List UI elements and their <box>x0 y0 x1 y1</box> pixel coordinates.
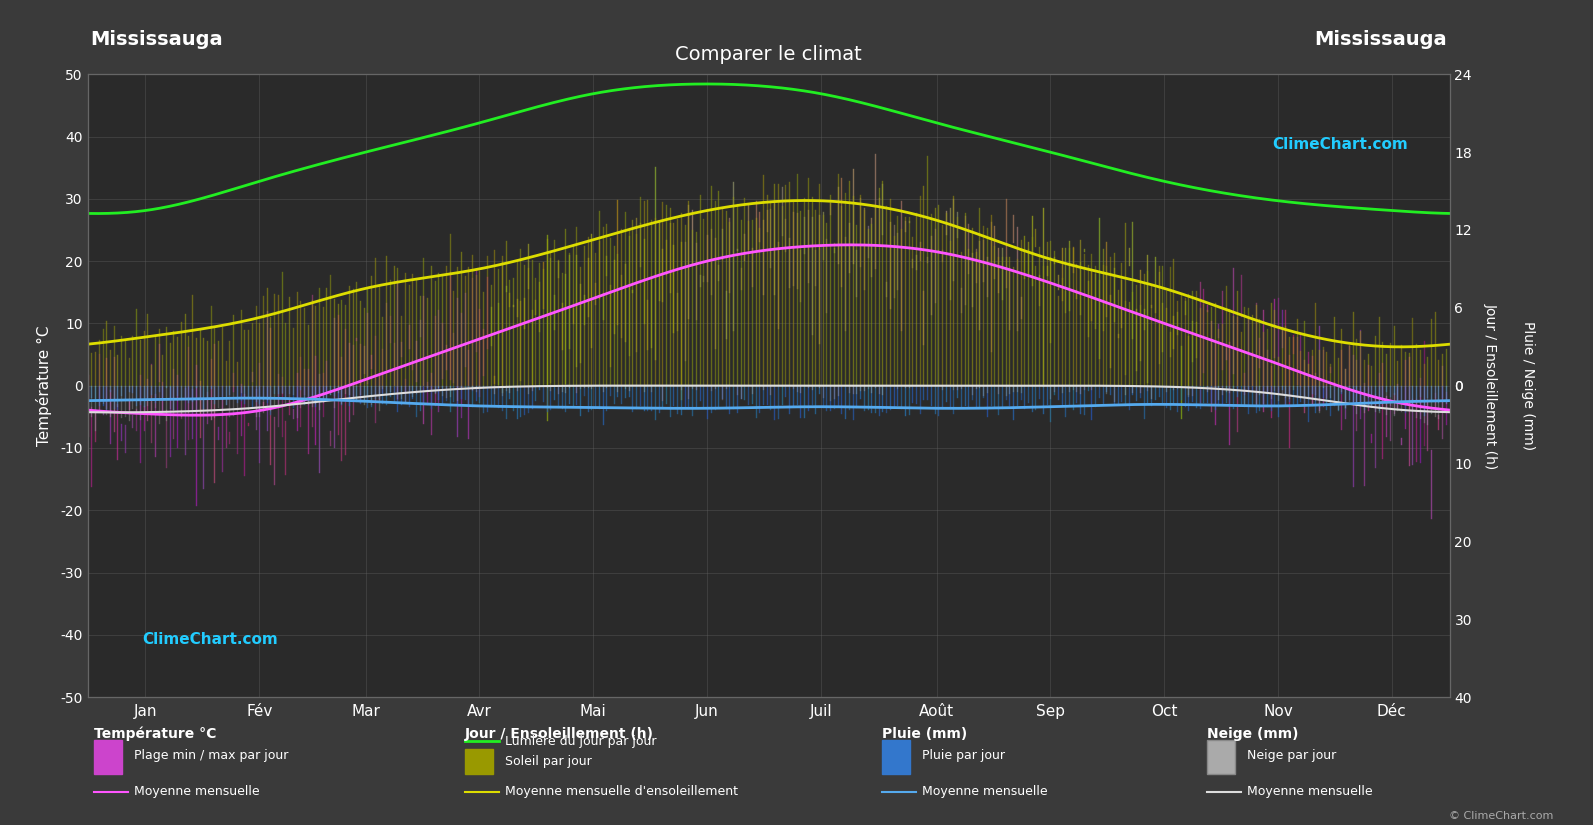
Text: Plage min / max par jour: Plage min / max par jour <box>134 749 288 762</box>
Text: Moyenne mensuelle: Moyenne mensuelle <box>922 785 1048 798</box>
Text: ClimeChart.com: ClimeChart.com <box>1273 136 1408 152</box>
Y-axis label: Jour / Ensoleillement (h): Jour / Ensoleillement (h) <box>1483 303 1497 469</box>
Text: Moyenne mensuelle d'ensoleillement: Moyenne mensuelle d'ensoleillement <box>505 785 738 798</box>
Bar <box>465 749 492 774</box>
Bar <box>1207 740 1235 774</box>
Text: ClimeChart.com: ClimeChart.com <box>142 632 277 648</box>
Text: Neige (mm): Neige (mm) <box>1207 727 1298 741</box>
Bar <box>883 740 910 774</box>
Text: Lumière du jour par jour: Lumière du jour par jour <box>505 735 656 748</box>
Text: Mississauga: Mississauga <box>1314 31 1446 50</box>
Text: Moyenne mensuelle: Moyenne mensuelle <box>134 785 260 798</box>
Y-axis label: Pluie / Neige (mm): Pluie / Neige (mm) <box>1521 321 1534 450</box>
Bar <box>94 740 123 774</box>
Y-axis label: Température °C: Température °C <box>37 325 53 446</box>
Text: Température °C: Température °C <box>94 727 217 742</box>
Text: © ClimeChart.com: © ClimeChart.com <box>1448 811 1553 821</box>
Text: Pluie (mm): Pluie (mm) <box>883 727 967 741</box>
Title: Comparer le climat: Comparer le climat <box>675 45 862 64</box>
Text: Soleil par jour: Soleil par jour <box>505 755 593 768</box>
Text: Neige par jour: Neige par jour <box>1247 749 1337 762</box>
Text: Pluie par jour: Pluie par jour <box>922 749 1005 762</box>
Text: Jour / Ensoleillement (h): Jour / Ensoleillement (h) <box>465 727 655 741</box>
Text: Moyenne mensuelle: Moyenne mensuelle <box>1247 785 1373 798</box>
Text: Mississauga: Mississauga <box>91 31 223 50</box>
